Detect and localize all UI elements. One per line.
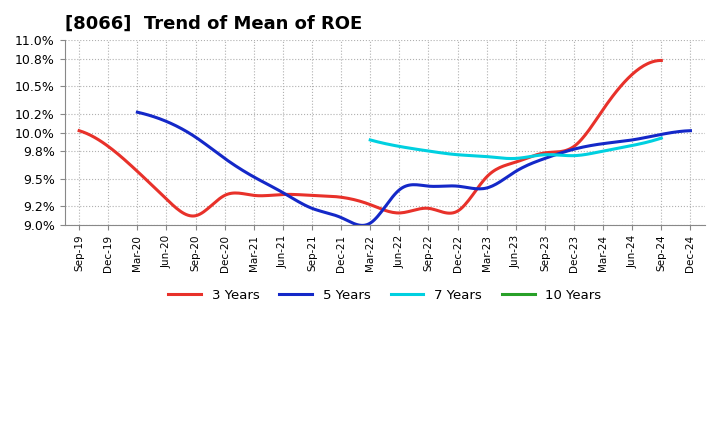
Text: [8066]  Trend of Mean of ROE: [8066] Trend of Mean of ROE <box>65 15 362 33</box>
Legend: 3 Years, 5 Years, 7 Years, 10 Years: 3 Years, 5 Years, 7 Years, 10 Years <box>163 283 606 307</box>
